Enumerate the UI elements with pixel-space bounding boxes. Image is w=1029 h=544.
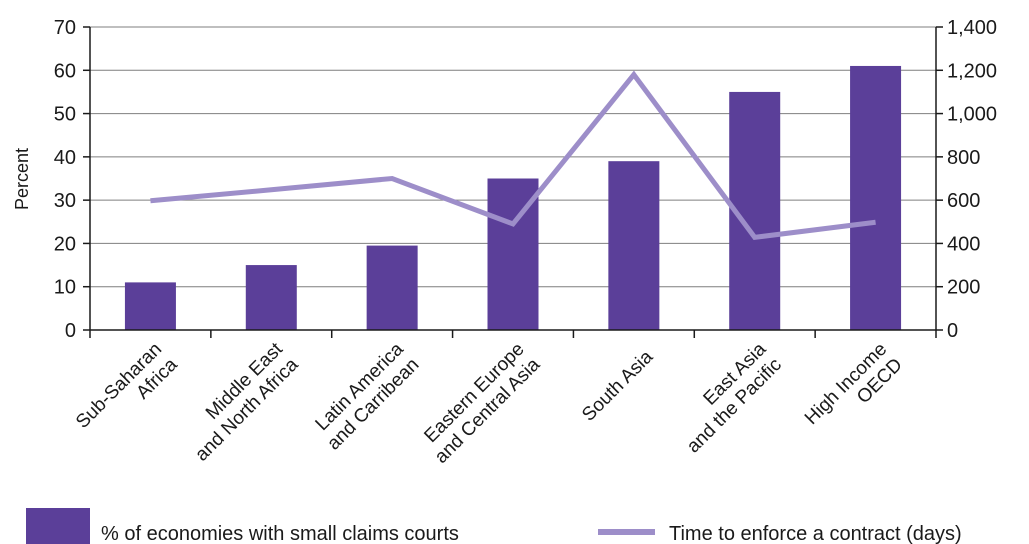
y-tick-label: 10 xyxy=(54,277,76,299)
y2-tick-label: 0 xyxy=(947,320,958,342)
x-tick-label: Sub-SaharanAfrica xyxy=(72,339,182,449)
legend-line-label: Time to enforce a contract (days) xyxy=(669,523,962,544)
category-labels: Sub-SaharanAfrica Middle Eastand North Af… xyxy=(72,338,907,467)
y2-tick-label: 1,200 xyxy=(947,60,997,82)
bar xyxy=(246,265,297,330)
y-axis-label: Percent xyxy=(12,148,32,210)
bar xyxy=(850,66,901,330)
x-tick-label: East Asiaand the Pacific xyxy=(667,339,786,458)
y2-tick-label: 400 xyxy=(947,233,980,255)
y-tick-label: 20 xyxy=(54,233,76,255)
x-tick-label: South Asia xyxy=(578,346,657,425)
bar-series xyxy=(125,66,901,330)
x-tick-label: Latin Americaand Carribean xyxy=(308,339,424,455)
y2-tick-label: 200 xyxy=(947,277,980,299)
legend-bar-label: % of economies with small claims courts xyxy=(101,523,459,544)
y-tick-label: 40 xyxy=(54,147,76,169)
y-tick-label: 60 xyxy=(54,60,76,82)
y2-tick-label: 800 xyxy=(947,147,980,169)
y-tick-label: 70 xyxy=(54,17,76,39)
x-tick-label: High IncomeOECD xyxy=(801,339,907,445)
bar xyxy=(125,282,176,330)
y-tick-label: 0 xyxy=(65,320,76,342)
x-tick-label: Eastern Europeand Central Asia xyxy=(415,339,544,468)
legend-bar-swatch xyxy=(26,508,90,544)
y2-tick-label: 1,400 xyxy=(947,17,997,39)
bar xyxy=(367,246,418,330)
y2-tick-label: 600 xyxy=(947,190,980,212)
right-axis-ticks: 0 200 400 600 800 1,000 1,200 1,400 xyxy=(936,17,997,342)
left-axis-ticks: 0 10 20 30 40 50 60 70 xyxy=(54,17,90,342)
bar xyxy=(608,161,659,330)
x-tick-label: Middle Eastand North Africa xyxy=(176,338,303,465)
y-tick-label: 30 xyxy=(54,190,76,212)
y2-tick-label: 1,000 xyxy=(947,104,997,126)
y-tick-label: 50 xyxy=(54,104,76,126)
legend: % of economies with small claims courts … xyxy=(26,508,962,544)
